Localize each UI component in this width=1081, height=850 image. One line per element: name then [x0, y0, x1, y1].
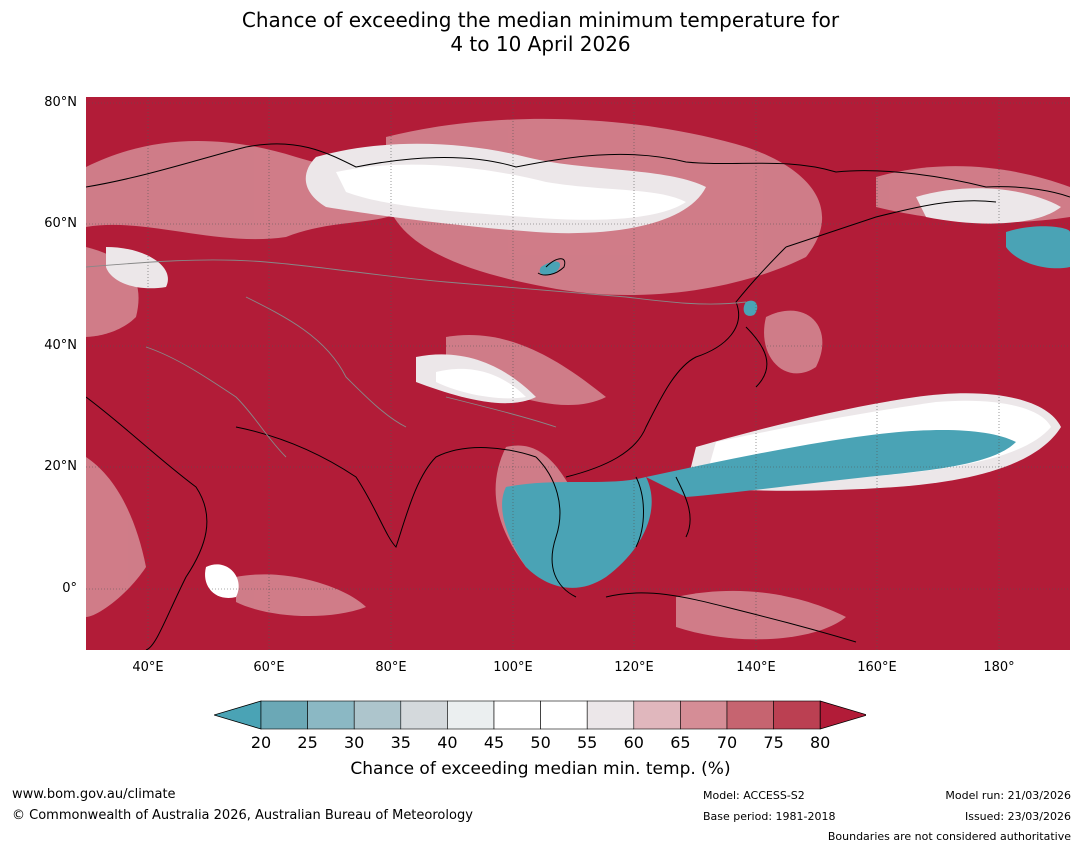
lat-label: 0°: [62, 581, 77, 596]
base-period: Base period: 1981-2018: [703, 810, 836, 823]
country-borders: [86, 259, 747, 458]
colorbar-tick-label: 75: [763, 733, 784, 752]
colorbar-tick-label: 60: [623, 733, 644, 752]
lat-label: 40°N: [44, 338, 77, 353]
colorbar-segment: [307, 700, 355, 730]
map-canvas: [86, 97, 1070, 650]
title-line-2: 4 to 10 April 2026: [450, 32, 631, 56]
colorbar-segment: [633, 700, 681, 730]
chart-title: Chance of exceeding the median minimum t…: [0, 8, 1081, 56]
lon-label: 180°: [983, 660, 1015, 675]
colorbar-segment: [353, 700, 402, 730]
colorbar-tick-label: 20: [250, 733, 272, 752]
bom-url[interactable]: www.bom.gov.au/climate: [12, 787, 176, 802]
lon-label: 120°E: [614, 660, 654, 675]
colorbar-tick-label: 25: [297, 733, 318, 752]
colorbar-tick-label: 35: [390, 733, 411, 752]
colorbar-segment: [540, 700, 588, 730]
lon-label: 40°E: [132, 660, 164, 675]
lon-label: 80°E: [375, 660, 407, 675]
colorbar-tick-label: 55: [577, 733, 598, 752]
colorbar-arrow-low: [214, 700, 262, 730]
colorbar-tick-label: 80: [810, 733, 831, 752]
lon-label: 60°E: [253, 660, 285, 675]
colorbar-segment: [260, 700, 308, 730]
colorbar-tick-label: 40: [437, 733, 458, 752]
issued-date: Issued: 23/03/2026: [964, 810, 1071, 823]
colorbar: [214, 700, 866, 730]
lon-label: 160°E: [857, 660, 897, 675]
colorbar-segment: [493, 700, 541, 730]
colorbar-label: Chance of exceeding median min. temp. (%…: [350, 759, 731, 779]
colorbar-segment: [400, 700, 448, 730]
prob-zones-20: [502, 226, 1070, 588]
colorbar-tick-label: 30: [344, 733, 365, 752]
title-line-1: Chance of exceeding the median minimum t…: [241, 8, 840, 32]
colorbar-segment: [773, 700, 821, 730]
graticule: [86, 97, 1070, 650]
forecast-map[interactable]: [86, 97, 1070, 650]
colorbar-arrow-high: [819, 700, 866, 730]
colorbar-segment: [447, 700, 495, 730]
colorbar-segment: [586, 700, 635, 730]
lat-label: 80°N: [44, 95, 77, 110]
colorbar-tick-label: 70: [716, 733, 738, 752]
colorbar-segment: [726, 700, 774, 730]
model-name: Model: ACCESS-S2: [703, 789, 805, 802]
lat-label: 20°N: [44, 459, 77, 474]
lon-label: 100°E: [493, 660, 533, 675]
lat-label: 60°N: [44, 216, 77, 231]
disclaimer: Boundaries are not considered authoritat…: [827, 830, 1071, 843]
model-run: Model run: 21/03/2026: [945, 789, 1071, 802]
lon-label: 140°E: [736, 660, 776, 675]
copyright: © Commonwealth of Australia 2026, Austra…: [12, 808, 473, 823]
coastlines: [86, 143, 1070, 650]
colorbar-tick-label: 65: [670, 733, 691, 752]
colorbar-tick-label: 50: [530, 733, 551, 752]
colorbar-segment: [680, 700, 728, 730]
colorbar-tick-label: 45: [483, 733, 505, 752]
